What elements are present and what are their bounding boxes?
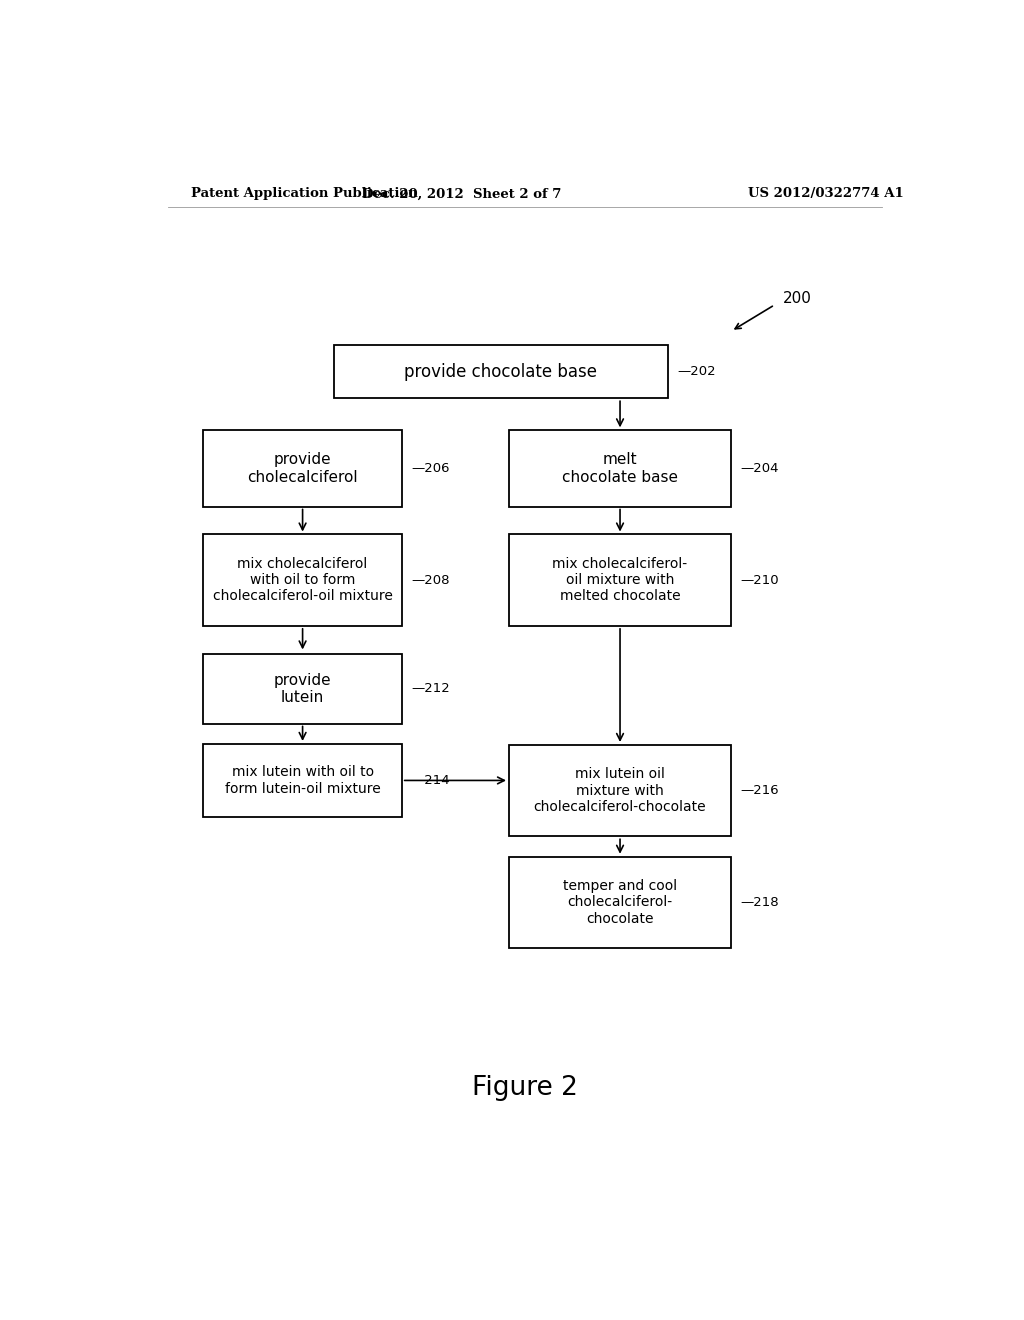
- Text: Patent Application Publication: Patent Application Publication: [191, 187, 418, 201]
- Text: —216: —216: [740, 784, 779, 797]
- Text: provide
lutein: provide lutein: [273, 673, 332, 705]
- Text: —202: —202: [677, 366, 716, 379]
- Text: —214: —214: [412, 774, 450, 787]
- Text: Figure 2: Figure 2: [472, 1076, 578, 1101]
- FancyBboxPatch shape: [509, 744, 731, 837]
- FancyBboxPatch shape: [204, 535, 401, 626]
- Text: —208: —208: [412, 574, 450, 586]
- Text: provide chocolate base: provide chocolate base: [404, 363, 597, 381]
- Text: temper and cool
cholecalciferol-
chocolate: temper and cool cholecalciferol- chocola…: [563, 879, 677, 925]
- Text: US 2012/0322774 A1: US 2012/0322774 A1: [749, 187, 904, 201]
- Text: mix cholecalciferol-
oil mixture with
melted chocolate: mix cholecalciferol- oil mixture with me…: [553, 557, 687, 603]
- Text: mix lutein oil
mixture with
cholecalciferol-chocolate: mix lutein oil mixture with cholecalcife…: [534, 767, 707, 814]
- FancyBboxPatch shape: [204, 655, 401, 723]
- Text: —204: —204: [740, 462, 779, 475]
- FancyBboxPatch shape: [334, 346, 668, 399]
- Text: —218: —218: [740, 896, 779, 909]
- Text: Dec. 20, 2012  Sheet 2 of 7: Dec. 20, 2012 Sheet 2 of 7: [361, 187, 561, 201]
- Text: melt
chocolate base: melt chocolate base: [562, 453, 678, 484]
- Text: —210: —210: [740, 574, 779, 586]
- Text: mix cholecalciferol
with oil to form
cholecalciferol-oil mixture: mix cholecalciferol with oil to form cho…: [213, 557, 392, 603]
- Text: —206: —206: [412, 462, 450, 475]
- FancyBboxPatch shape: [204, 430, 401, 507]
- FancyBboxPatch shape: [204, 744, 401, 817]
- Text: mix lutein with oil to
form lutein-oil mixture: mix lutein with oil to form lutein-oil m…: [224, 766, 381, 796]
- FancyBboxPatch shape: [509, 430, 731, 507]
- FancyBboxPatch shape: [509, 535, 731, 626]
- Text: provide
cholecalciferol: provide cholecalciferol: [247, 453, 358, 484]
- Text: 200: 200: [782, 292, 812, 306]
- Text: —212: —212: [412, 682, 451, 696]
- FancyBboxPatch shape: [509, 857, 731, 948]
